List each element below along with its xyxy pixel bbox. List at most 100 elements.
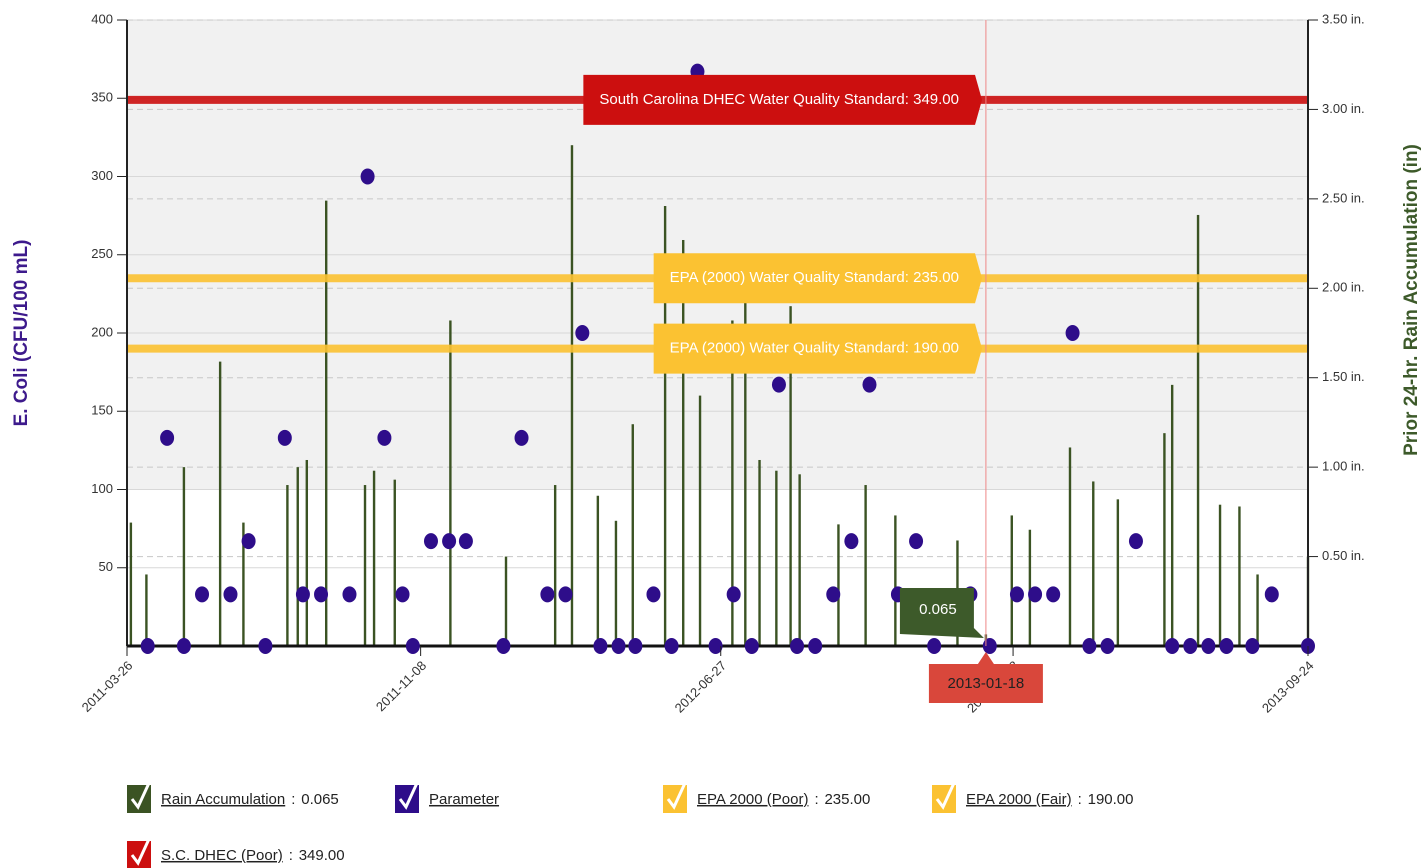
parameter-point <box>540 586 555 603</box>
parameter-point <box>708 638 723 654</box>
rain-bar <box>614 520 618 646</box>
y-axis-title: E. Coli (CFU/100 mL) <box>11 240 32 427</box>
legend-item[interactable]: EPA 2000 (Poor):235.00 <box>663 782 870 813</box>
parameter-point <box>771 376 786 393</box>
rain-bar <box>242 522 245 646</box>
parameter-point <box>808 638 823 654</box>
parameter-point <box>295 586 310 603</box>
parameter-point <box>628 638 643 654</box>
rain-bar <box>1010 515 1013 646</box>
legend-item[interactable]: EPA 2000 (Fair):190.00 <box>932 782 1134 813</box>
rain-bar <box>1196 214 1200 646</box>
rain-bar <box>1068 447 1072 646</box>
x-tick-label: 2013-09-24 <box>1259 658 1317 716</box>
parameter-point <box>377 429 392 446</box>
parameter-point <box>514 429 529 446</box>
parameter-point <box>1128 533 1143 550</box>
parameter-point <box>360 168 375 185</box>
y-tick-label: 150 <box>91 403 113 418</box>
y2-tick-label: 0.50 in. <box>1322 548 1365 563</box>
parameter-point <box>593 638 608 654</box>
rain-bar <box>129 522 133 646</box>
rain-bar <box>504 556 508 646</box>
parameter-point <box>1201 638 1216 654</box>
parameter-point <box>160 429 175 446</box>
plot-line-label: EPA (2000) Water Quality Standard: 190.0… <box>653 323 982 374</box>
rain-bar <box>798 474 801 646</box>
legend-label: Parameter <box>429 791 499 808</box>
y-tick-label: 200 <box>91 324 113 339</box>
parameter-point <box>664 638 679 654</box>
legend-value: 235.00 <box>824 791 870 808</box>
rain-bar <box>631 424 634 646</box>
legend-label: Rain Accumulation <box>161 791 285 808</box>
rain-bar <box>731 320 734 646</box>
plot-line-label-box <box>583 74 982 125</box>
plot-line-label: South Carolina DHEC Water Quality Standa… <box>583 74 982 125</box>
rain-bar <box>393 479 396 646</box>
legend-separator: : <box>289 847 293 864</box>
rain-bar <box>363 485 367 646</box>
legend-value: 349.00 <box>299 847 345 864</box>
rain-bar <box>864 485 867 646</box>
parameter-point <box>927 638 942 654</box>
rain-bar <box>837 524 840 646</box>
rain-bar <box>596 495 600 646</box>
plot-line-label-box <box>653 323 982 374</box>
parameter-point <box>1165 638 1180 654</box>
legend-separator: : <box>1078 791 1082 808</box>
rain-bar <box>663 206 667 647</box>
parameter-point <box>862 376 877 393</box>
legend-item[interactable]: Parameter <box>395 782 499 813</box>
legend-check <box>130 838 151 866</box>
parameter-point <box>176 638 191 654</box>
parameter-point <box>1245 638 1260 654</box>
parameter-point <box>241 533 256 550</box>
y2-axis-title: Prior 24-hr. Rain Accumulation (in) <box>1401 144 1422 456</box>
parameter-point <box>458 533 473 550</box>
rain-bar <box>553 485 557 646</box>
legend-item[interactable]: S.C. DHEC (Poor):349.00 <box>127 838 345 868</box>
rain-bar <box>296 467 299 646</box>
rain-bar <box>789 306 792 646</box>
legend-check <box>398 782 419 810</box>
parameter-point <box>496 638 511 654</box>
x-tick-label: 2012-06-27 <box>672 658 730 716</box>
parameter-point <box>1219 638 1234 654</box>
rain-bar <box>775 470 778 646</box>
rain-bar <box>682 239 685 646</box>
y2-tick-label: 2.50 in. <box>1322 190 1365 205</box>
y-tick-label: 100 <box>91 481 113 496</box>
parameter-point <box>405 638 420 654</box>
rain-bar <box>1256 574 1259 646</box>
legend-item[interactable]: Rain Accumulation:0.065 <box>127 782 339 813</box>
y2-tick-label: 3.00 in. <box>1322 101 1365 116</box>
rain-bar <box>218 361 222 646</box>
parameter-point <box>726 586 741 603</box>
rain-bar <box>182 467 186 646</box>
rain-bar <box>1238 506 1241 646</box>
y2-tick-label: 2.00 in. <box>1322 280 1365 295</box>
legend-check <box>935 782 956 810</box>
parameter-point <box>342 586 357 603</box>
y-tick-label: 50 <box>99 559 113 574</box>
parameter-point <box>140 638 155 654</box>
tooltip-date-box <box>928 652 1043 703</box>
rain-bar <box>286 485 289 646</box>
rain-bar <box>1092 481 1095 646</box>
tooltip-date: 2013-01-18 <box>948 675 1025 692</box>
rain-bar <box>1170 384 1174 646</box>
rain-bar <box>698 395 702 646</box>
rain-bar <box>744 290 747 646</box>
legend-check <box>666 782 687 810</box>
parameter-point <box>395 586 410 603</box>
y-tick-label: 400 <box>91 11 113 26</box>
parameter-point <box>423 533 438 550</box>
y-tick-label: 250 <box>91 246 113 261</box>
rain-bar <box>570 145 574 646</box>
plot-line-label-text: EPA (2000) Water Quality Standard: 235.0… <box>670 269 959 286</box>
parameter-point <box>982 638 997 654</box>
parameter-point <box>195 586 210 603</box>
